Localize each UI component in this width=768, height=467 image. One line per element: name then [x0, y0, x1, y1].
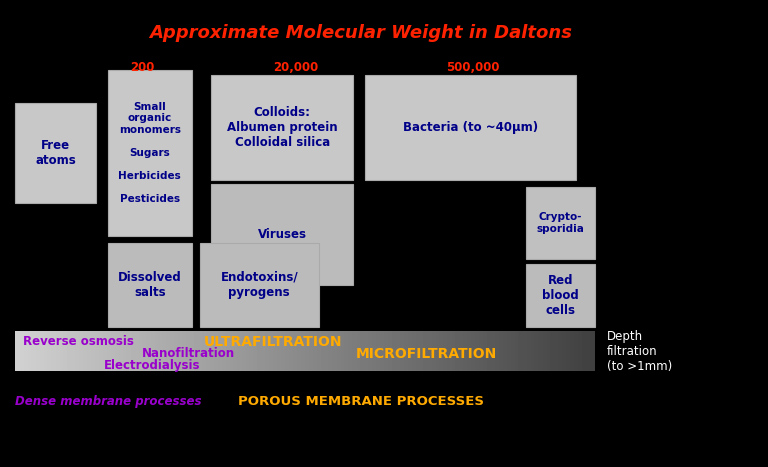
FancyBboxPatch shape [108, 243, 192, 327]
FancyBboxPatch shape [211, 75, 353, 180]
FancyBboxPatch shape [526, 187, 595, 259]
Text: Crypto-
sporidia: Crypto- sporidia [537, 212, 584, 234]
Text: 500,000: 500,000 [445, 61, 499, 74]
Text: Dense membrane processes: Dense membrane processes [15, 395, 202, 408]
Text: Small
organic
monomers

Sugars

Herbicides

Pesticides: Small organic monomers Sugars Herbicides… [118, 101, 181, 205]
Text: POROUS MEMBRANE PROCESSES: POROUS MEMBRANE PROCESSES [238, 395, 484, 408]
Text: Approximate Molecular Weight in Daltons: Approximate Molecular Weight in Daltons [150, 24, 572, 42]
Text: Nanofiltration: Nanofiltration [142, 347, 235, 361]
FancyBboxPatch shape [108, 70, 192, 236]
FancyBboxPatch shape [211, 184, 353, 285]
Text: Free
atoms: Free atoms [35, 139, 76, 167]
Text: 200: 200 [130, 61, 154, 74]
Text: Colloids:
Albumen protein
Colloidal silica: Colloids: Albumen protein Colloidal sili… [227, 106, 338, 149]
Text: Endotoxins/
pyrogens: Endotoxins/ pyrogens [220, 271, 298, 299]
FancyBboxPatch shape [365, 75, 576, 180]
FancyBboxPatch shape [200, 243, 319, 327]
Text: ULTRAFILTRATION: ULTRAFILTRATION [204, 335, 342, 349]
Text: Depth
filtration
(to >1mm): Depth filtration (to >1mm) [607, 330, 672, 373]
FancyBboxPatch shape [526, 264, 595, 327]
Text: Reverse osmosis: Reverse osmosis [23, 335, 134, 348]
FancyBboxPatch shape [15, 103, 96, 203]
Text: Red
blood
cells: Red blood cells [542, 274, 579, 317]
Text: MICROFILTRATION: MICROFILTRATION [356, 347, 497, 361]
Text: Bacteria (to ~40μm): Bacteria (to ~40μm) [403, 121, 538, 134]
Text: Dissolved
salts: Dissolved salts [118, 271, 182, 299]
Text: Viruses: Viruses [258, 228, 306, 241]
Text: Electrodialysis: Electrodialysis [104, 359, 200, 372]
Text: 20,000: 20,000 [273, 61, 318, 74]
